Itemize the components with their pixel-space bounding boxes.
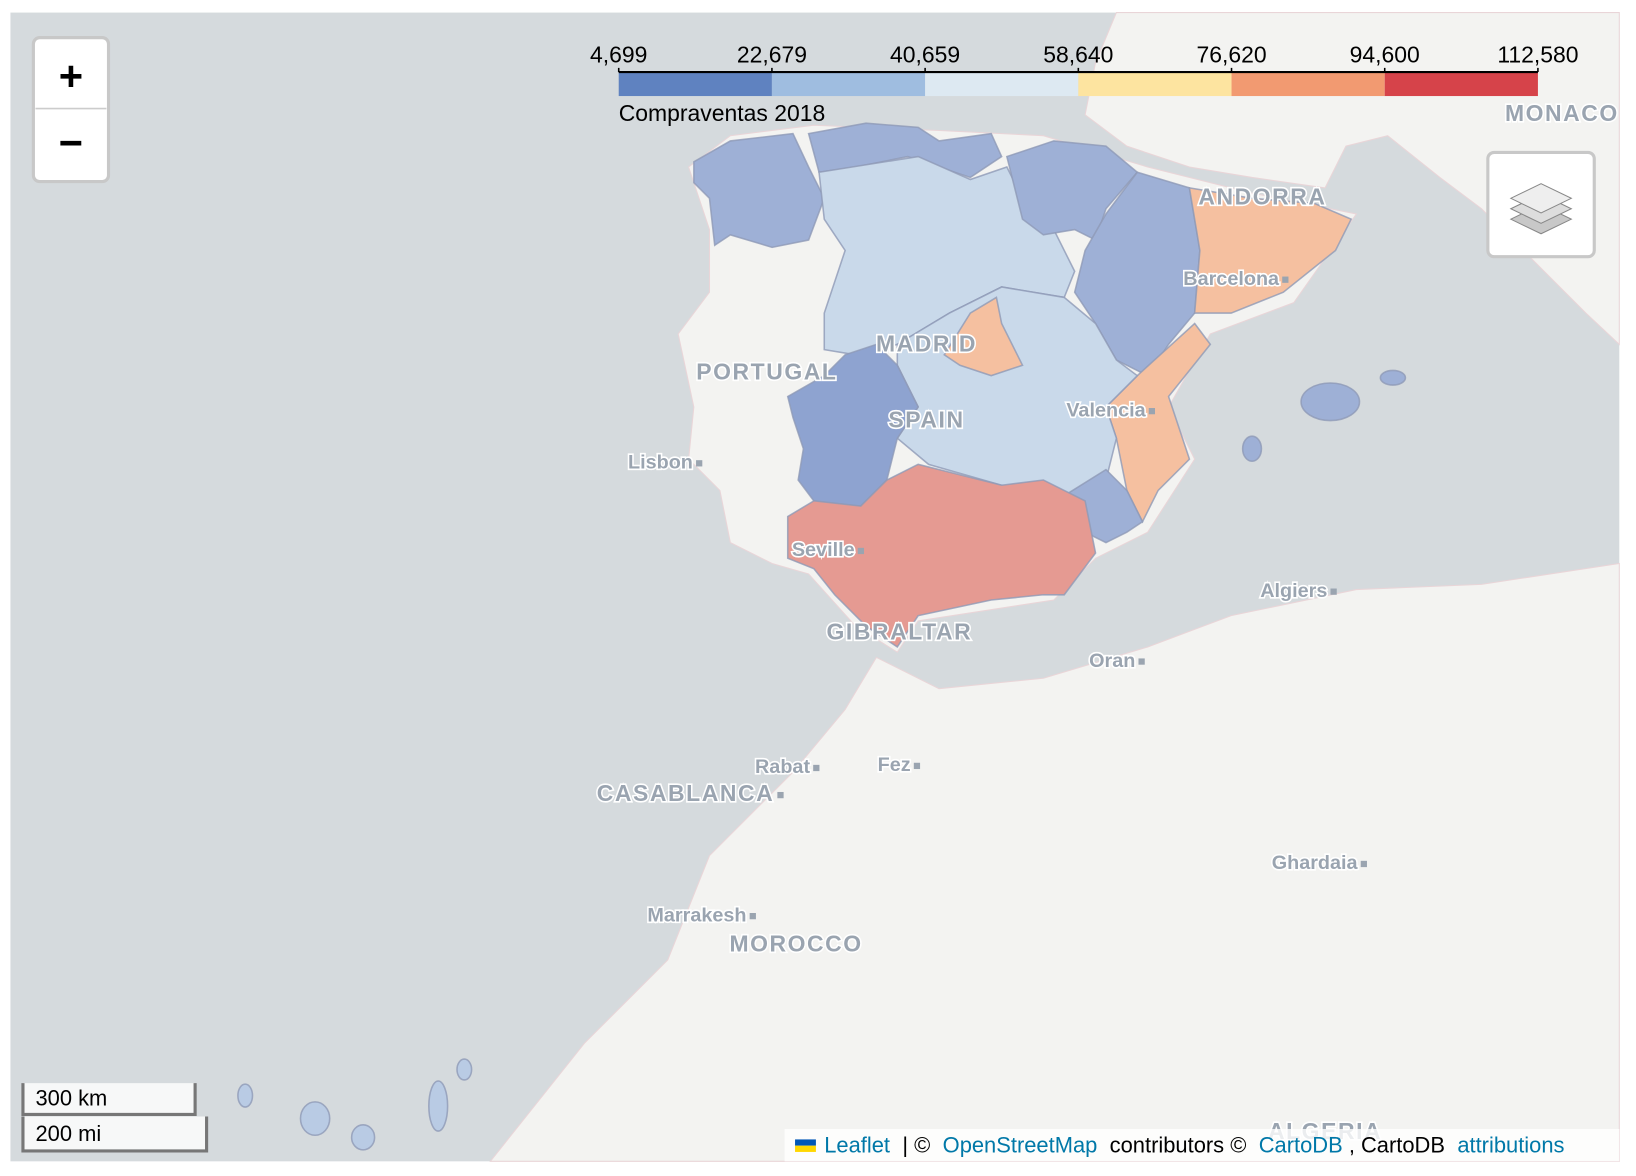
place-label: MONACO bbox=[1505, 100, 1619, 126]
place-label: Oran bbox=[1089, 650, 1135, 672]
layers-icon bbox=[1509, 183, 1573, 214]
legend-tick-label: 112,580 bbox=[1497, 41, 1578, 67]
legend-swatch bbox=[1078, 72, 1232, 97]
galicia bbox=[693, 132, 826, 249]
legend-swatch bbox=[1384, 72, 1538, 97]
flag bbox=[795, 1145, 816, 1152]
scale-km-label: 300 km bbox=[35, 1086, 107, 1111]
legend: Compraventas 2018 4,699 22,679 40,659 58,64… bbox=[590, 41, 1579, 125]
legend-swatch bbox=[771, 72, 926, 97]
cartodb-link[interactable]: CartoDB bbox=[1259, 1133, 1343, 1158]
place-dot bbox=[1138, 658, 1145, 665]
zoom-in[interactable]: + bbox=[59, 52, 83, 99]
zoom-control: + − bbox=[31, 36, 111, 184]
canary-island bbox=[428, 1080, 449, 1132]
catalonia bbox=[1188, 186, 1353, 314]
leaflet-link[interactable]: Leaflet bbox=[824, 1133, 890, 1158]
place-label: Rabat bbox=[755, 756, 810, 778]
place-label: Algiers bbox=[1260, 580, 1327, 602]
legend-swatch bbox=[618, 72, 772, 97]
canary-island bbox=[350, 1124, 376, 1151]
legend-tick-label: 58,640 bbox=[1043, 41, 1113, 67]
legend-tick-label: 94,600 bbox=[1350, 41, 1420, 67]
place-label: Barcelona bbox=[1183, 268, 1280, 290]
legend-swatch bbox=[1231, 72, 1385, 97]
place-dot bbox=[1148, 408, 1156, 415]
place-label: Fez bbox=[878, 754, 911, 776]
scale-mi bbox=[21, 1116, 209, 1153]
zoom-box bbox=[31, 36, 111, 184]
legend-tick-label: 4,699 bbox=[590, 41, 647, 67]
place-label: Valencia bbox=[1066, 399, 1146, 421]
regions bbox=[237, 122, 1407, 1151]
place-label: MOROCCO bbox=[729, 930, 862, 956]
layers-control[interactable] bbox=[1486, 150, 1596, 259]
legend-swatch bbox=[925, 72, 1079, 97]
canary-island bbox=[299, 1101, 331, 1137]
canary-island bbox=[237, 1083, 254, 1108]
attribution-text: Leaflet | © OpenStreetMap contributors ©… bbox=[824, 1133, 1564, 1158]
place-dot bbox=[1330, 588, 1337, 595]
extremadura bbox=[786, 343, 920, 507]
place-dot bbox=[813, 764, 820, 772]
flag bbox=[795, 1139, 816, 1146]
place-label: PORTUGAL bbox=[696, 359, 837, 385]
attribution-box bbox=[784, 1128, 1620, 1162]
scale-km bbox=[21, 1083, 197, 1116]
place-label: SPAIN bbox=[888, 407, 964, 433]
ibiza bbox=[1241, 435, 1263, 463]
legend-title: Compraventas 2018 bbox=[619, 100, 826, 126]
place-label: Marrakesh bbox=[647, 904, 746, 926]
menorca bbox=[1379, 369, 1407, 386]
attributions-link[interactable]: attributions bbox=[1457, 1133, 1564, 1158]
attr-contrib: contributors © bbox=[1110, 1133, 1247, 1158]
place-dot bbox=[1282, 276, 1289, 283]
place-label: CASABLANCA bbox=[597, 780, 774, 806]
attribution: Leaflet | © OpenStreetMap contributors ©… bbox=[784, 1128, 1620, 1162]
place-labels: PORTUGAL SPAIN MADRID Lisbon Seville GIBRALTA… bbox=[595, 98, 1619, 1145]
place-dot bbox=[777, 791, 784, 799]
place-label: Lisbon bbox=[628, 452, 693, 474]
osm-link[interactable]: OpenStreetMap bbox=[943, 1133, 1098, 1158]
africa bbox=[489, 562, 1620, 1162]
scale-bar: 300 km 200 mi bbox=[21, 1083, 209, 1153]
attr-sep: | © bbox=[902, 1133, 930, 1158]
andalusia bbox=[786, 463, 1097, 649]
scale-mi-label: 200 mi bbox=[35, 1121, 101, 1146]
place-dot bbox=[696, 460, 703, 467]
attr-cartodb: , CartoDB bbox=[1349, 1133, 1445, 1158]
place-dot bbox=[749, 913, 756, 920]
canary-island bbox=[456, 1058, 473, 1081]
place-label: Seville bbox=[792, 539, 855, 561]
place-label: ANDORRA bbox=[1198, 183, 1326, 209]
legend-tick-label: 22,679 bbox=[737, 41, 807, 67]
madrid bbox=[943, 296, 1024, 377]
zoom-out[interactable]: − bbox=[59, 119, 83, 166]
mallorca bbox=[1300, 382, 1361, 422]
place-dot bbox=[1360, 860, 1367, 868]
place-dot bbox=[857, 547, 865, 555]
place-label: GIBRALTAR bbox=[827, 618, 973, 644]
legend-tick-label: 40,659 bbox=[890, 41, 960, 67]
legend-tick-label: 76,620 bbox=[1196, 41, 1266, 67]
place-label: Ghardaia bbox=[1272, 852, 1359, 874]
place-label: MADRID bbox=[876, 330, 977, 356]
place-dot bbox=[913, 762, 921, 770]
